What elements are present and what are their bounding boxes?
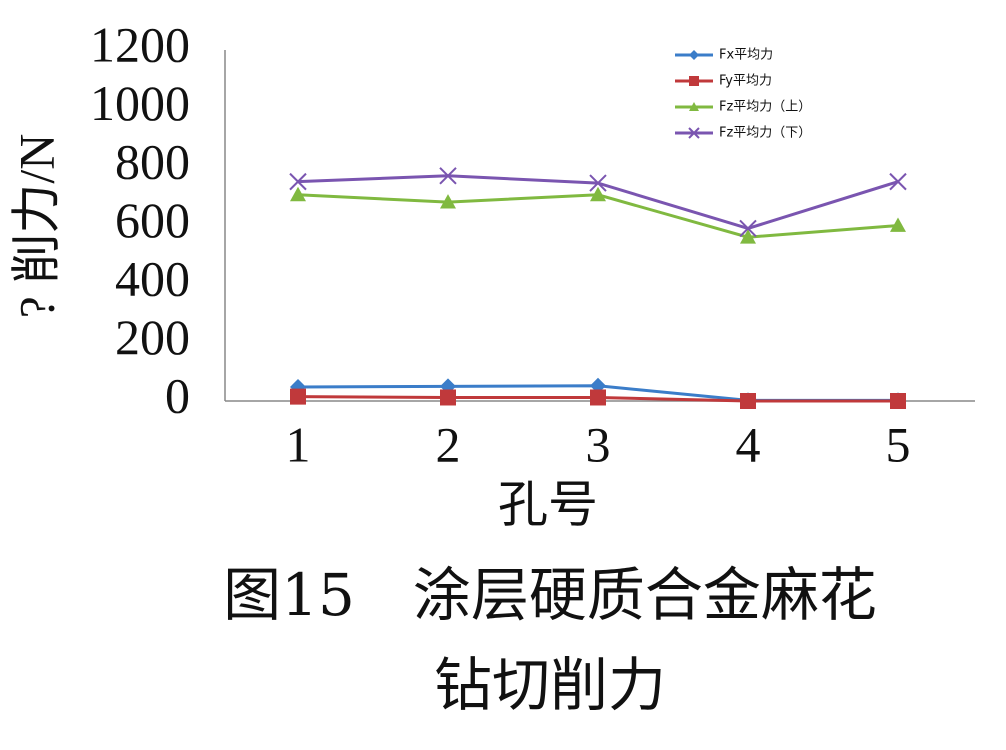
marker	[740, 229, 756, 244]
marker	[689, 50, 699, 60]
x-tick-label: 5	[886, 416, 911, 472]
legend-label: Fz平均力（下）	[719, 126, 811, 141]
y-tick-label: 200	[115, 309, 190, 365]
marker	[290, 186, 306, 202]
y-tick-label: 400	[115, 250, 190, 306]
y-tick-label: 0	[165, 367, 190, 423]
caption: 钻切削力	[434, 651, 666, 719]
marker	[289, 172, 307, 191]
marker	[689, 76, 699, 86]
marker	[889, 172, 907, 191]
x-axis-label: 孔号	[498, 476, 598, 532]
marker	[689, 102, 699, 111]
marker	[290, 388, 306, 405]
marker	[590, 186, 606, 202]
marker	[440, 194, 456, 209]
x-tick-label: 4	[736, 416, 761, 472]
legend-label: Fz平均力（上）	[719, 100, 811, 115]
x-tick-label: 2	[436, 416, 461, 472]
y-tick-label: 1200	[90, 16, 190, 72]
marker	[688, 127, 700, 139]
y-tick-label: 600	[115, 192, 190, 248]
marker	[890, 393, 906, 409]
y-tick-label: 800	[115, 133, 190, 189]
x-tick-label: 3	[586, 416, 611, 472]
marker	[739, 219, 757, 238]
y-axis-label: ? 削力/N	[8, 134, 64, 319]
marker	[890, 217, 906, 232]
y-tick-label: 1000	[90, 75, 190, 131]
legend-label: Fy平均力	[719, 74, 772, 89]
marker	[589, 174, 607, 192]
caption: 图15 涂层硬质合金麻花	[223, 561, 877, 629]
marker	[740, 393, 756, 409]
marker	[590, 389, 606, 406]
marker	[439, 167, 457, 185]
legend-label: Fx平均力	[719, 48, 773, 63]
x-tick-label: 1	[286, 416, 311, 472]
marker	[440, 389, 456, 406]
